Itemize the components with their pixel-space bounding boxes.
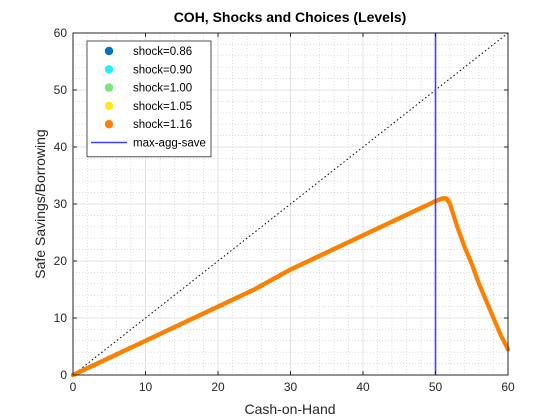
legend-label: shock=1.16: [133, 119, 192, 131]
legend-marker: [104, 65, 114, 74]
legend-label: shock=0.90: [133, 64, 192, 76]
legend: shock=0.86 shock=0.90 shock=1.00 shock=1.05…: [86, 40, 212, 158]
x-tick-label: 0: [70, 380, 77, 394]
legend-marker: [104, 101, 114, 111]
legend-marker: [104, 46, 114, 56]
y-tick-label: 50: [54, 83, 68, 97]
legend-label: shock=1.00: [133, 83, 192, 95]
legend-label: shock=0.86: [133, 46, 192, 58]
chart-title: COH, Shocks and Choices (Levels): [174, 9, 407, 25]
x-tick-label: 60: [501, 380, 515, 394]
y-axis-label: Safe Savings/Borrowing: [32, 129, 48, 278]
y-tick-label: 20: [54, 254, 68, 268]
legend-label: shock=1.05: [133, 101, 192, 113]
legend-marker: [104, 83, 114, 92]
x-axis-label: Cash-on-Hand: [244, 401, 335, 417]
y-tick-label: 40: [54, 140, 68, 154]
x-tick-label: 20: [211, 380, 225, 394]
tick-layer: 0 10 20 30 40 50 60 0 10 20 30 40 50 60: [54, 26, 515, 394]
plot-layer: [70, 32, 511, 378]
x-tick-label: 40: [356, 380, 370, 394]
x-tick-label: 50: [429, 380, 443, 394]
legend-label: max-agg-save: [133, 138, 206, 150]
y-tick-label: 0: [60, 368, 67, 382]
y-tick-label: 10: [54, 311, 68, 325]
y-tick-label: 60: [54, 26, 68, 40]
series-shock=1.16: [70, 196, 511, 378]
y-tick-label: 30: [54, 197, 68, 211]
x-tick-label: 30: [284, 380, 298, 394]
x-tick-label: 10: [139, 380, 153, 394]
legend-marker: [104, 120, 114, 129]
legend-box: [86, 40, 212, 158]
